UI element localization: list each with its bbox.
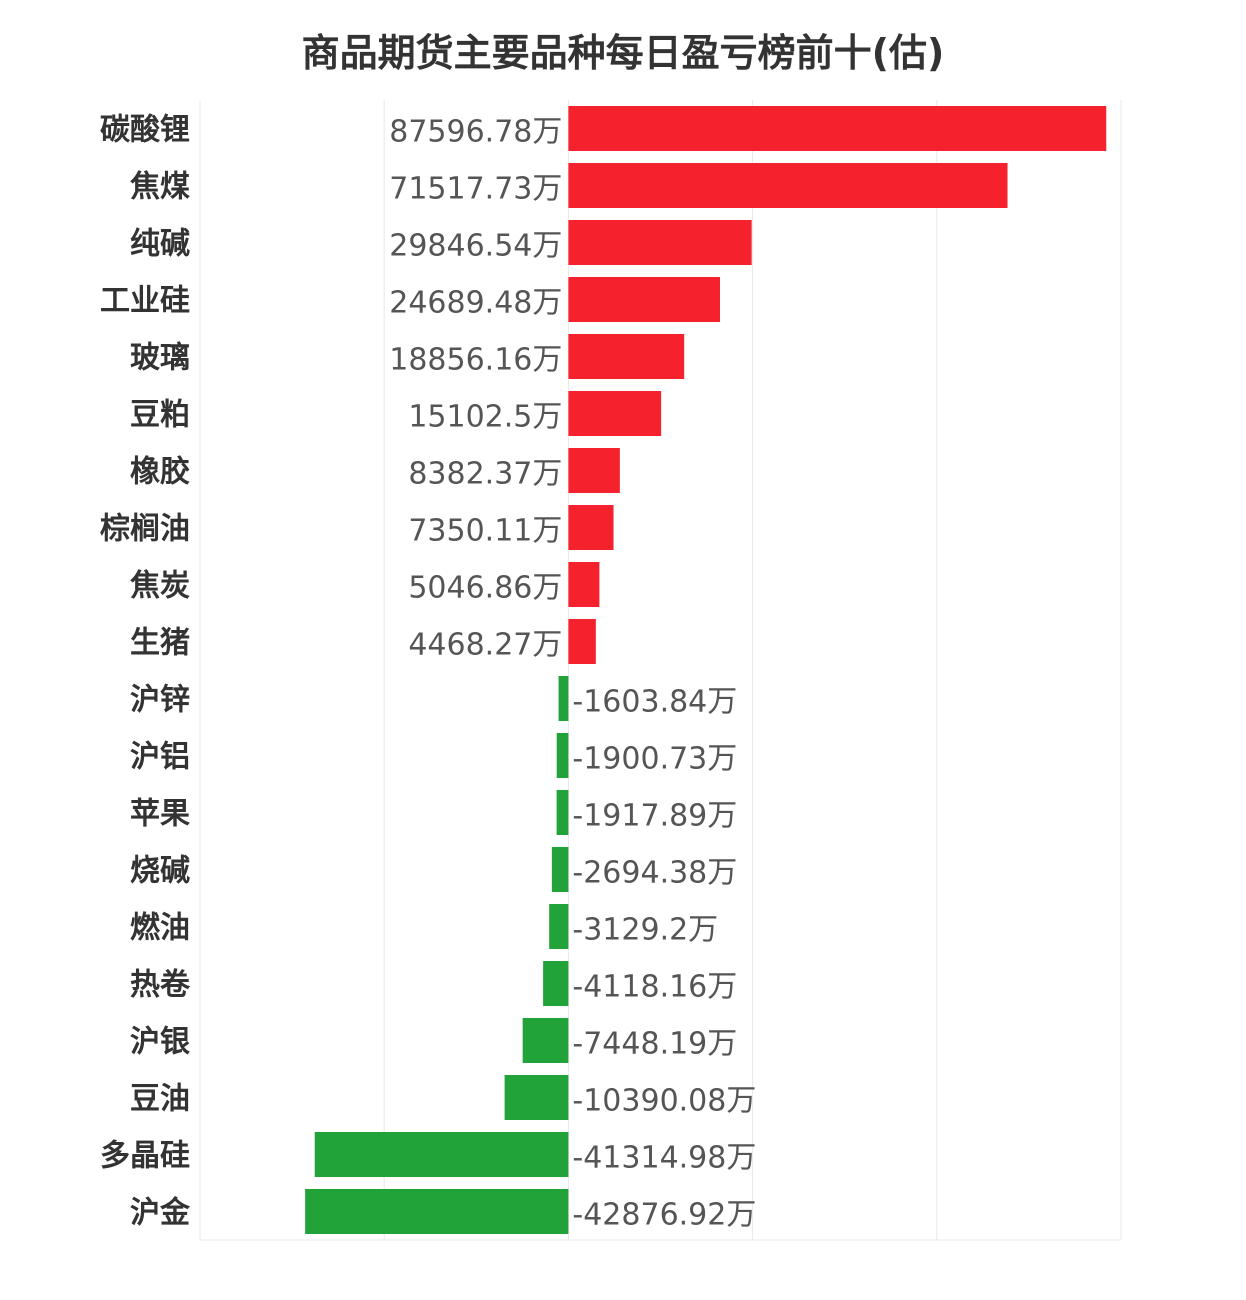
category-label: 生猪: [130, 626, 190, 661]
data-label: -1917.89万: [572, 799, 737, 834]
data-label: 24689.48万: [389, 286, 562, 321]
category-label: 工业硅: [100, 284, 190, 319]
bar: [568, 106, 1107, 151]
category-label: 沪银: [130, 1025, 190, 1060]
category-label: 玻璃: [130, 341, 190, 376]
bar: [314, 1132, 569, 1177]
bar: [551, 847, 569, 892]
category-label: 纯碱: [130, 227, 190, 262]
bar: [568, 163, 1008, 208]
category-label: 热卷: [130, 968, 191, 1003]
category-label: 沪锌: [130, 683, 190, 718]
data-label: -1900.73万: [572, 742, 737, 777]
data-label: -1603.84万: [572, 685, 737, 720]
data-label: -4118.16万: [572, 970, 737, 1005]
bar: [568, 448, 620, 493]
bar: [556, 790, 569, 835]
category-label: 多晶硅: [100, 1139, 190, 1174]
data-label: -41314.98万: [572, 1141, 756, 1176]
bar: [568, 334, 685, 379]
bar: [556, 733, 569, 778]
category-label: 焦炭: [130, 569, 190, 604]
category-label: 豆油: [130, 1082, 190, 1117]
category-label: 苹果: [130, 797, 190, 832]
bar: [549, 904, 569, 949]
data-label: -2694.38万: [572, 856, 737, 891]
category-label: 豆粕: [130, 398, 190, 433]
bar: [543, 961, 569, 1006]
bar: [305, 1189, 569, 1234]
bar: [522, 1018, 569, 1063]
category-label: 沪金: [130, 1196, 191, 1231]
bar: [568, 619, 596, 664]
category-label: 橡胶: [130, 455, 190, 490]
category-label: 碳酸锂: [100, 113, 190, 148]
chart-title: 商品期货主要品种每日盈亏榜前十(估): [301, 31, 945, 75]
data-label: -3129.2万: [572, 913, 718, 948]
bar: [504, 1075, 569, 1120]
category-label: 棕榈油: [100, 512, 190, 547]
data-label: 71517.73万: [389, 172, 562, 207]
category-label: 沪铝: [130, 740, 190, 775]
category-label: 焦煤: [130, 170, 190, 205]
data-label: 87596.78万: [389, 115, 562, 150]
bar: [568, 505, 614, 550]
data-label: 29846.54万: [389, 229, 562, 264]
data-label: -7448.19万: [572, 1027, 737, 1062]
bar: [568, 562, 600, 607]
data-label: 7350.11万: [408, 514, 562, 549]
bar: [568, 391, 662, 436]
bar: [568, 277, 720, 322]
bar: [568, 220, 752, 265]
category-label: 燃油: [130, 911, 190, 946]
data-label: -10390.08万: [572, 1084, 756, 1119]
bar: [558, 676, 569, 721]
data-label: 15102.5万: [408, 400, 562, 435]
category-label: 烧碱: [130, 854, 190, 889]
data-label: 5046.86万: [408, 571, 562, 606]
data-label: 8382.37万: [408, 457, 562, 492]
data-label: -42876.92万: [572, 1198, 756, 1233]
data-label: 4468.27万: [408, 628, 562, 663]
data-label: 18856.16万: [389, 343, 562, 378]
